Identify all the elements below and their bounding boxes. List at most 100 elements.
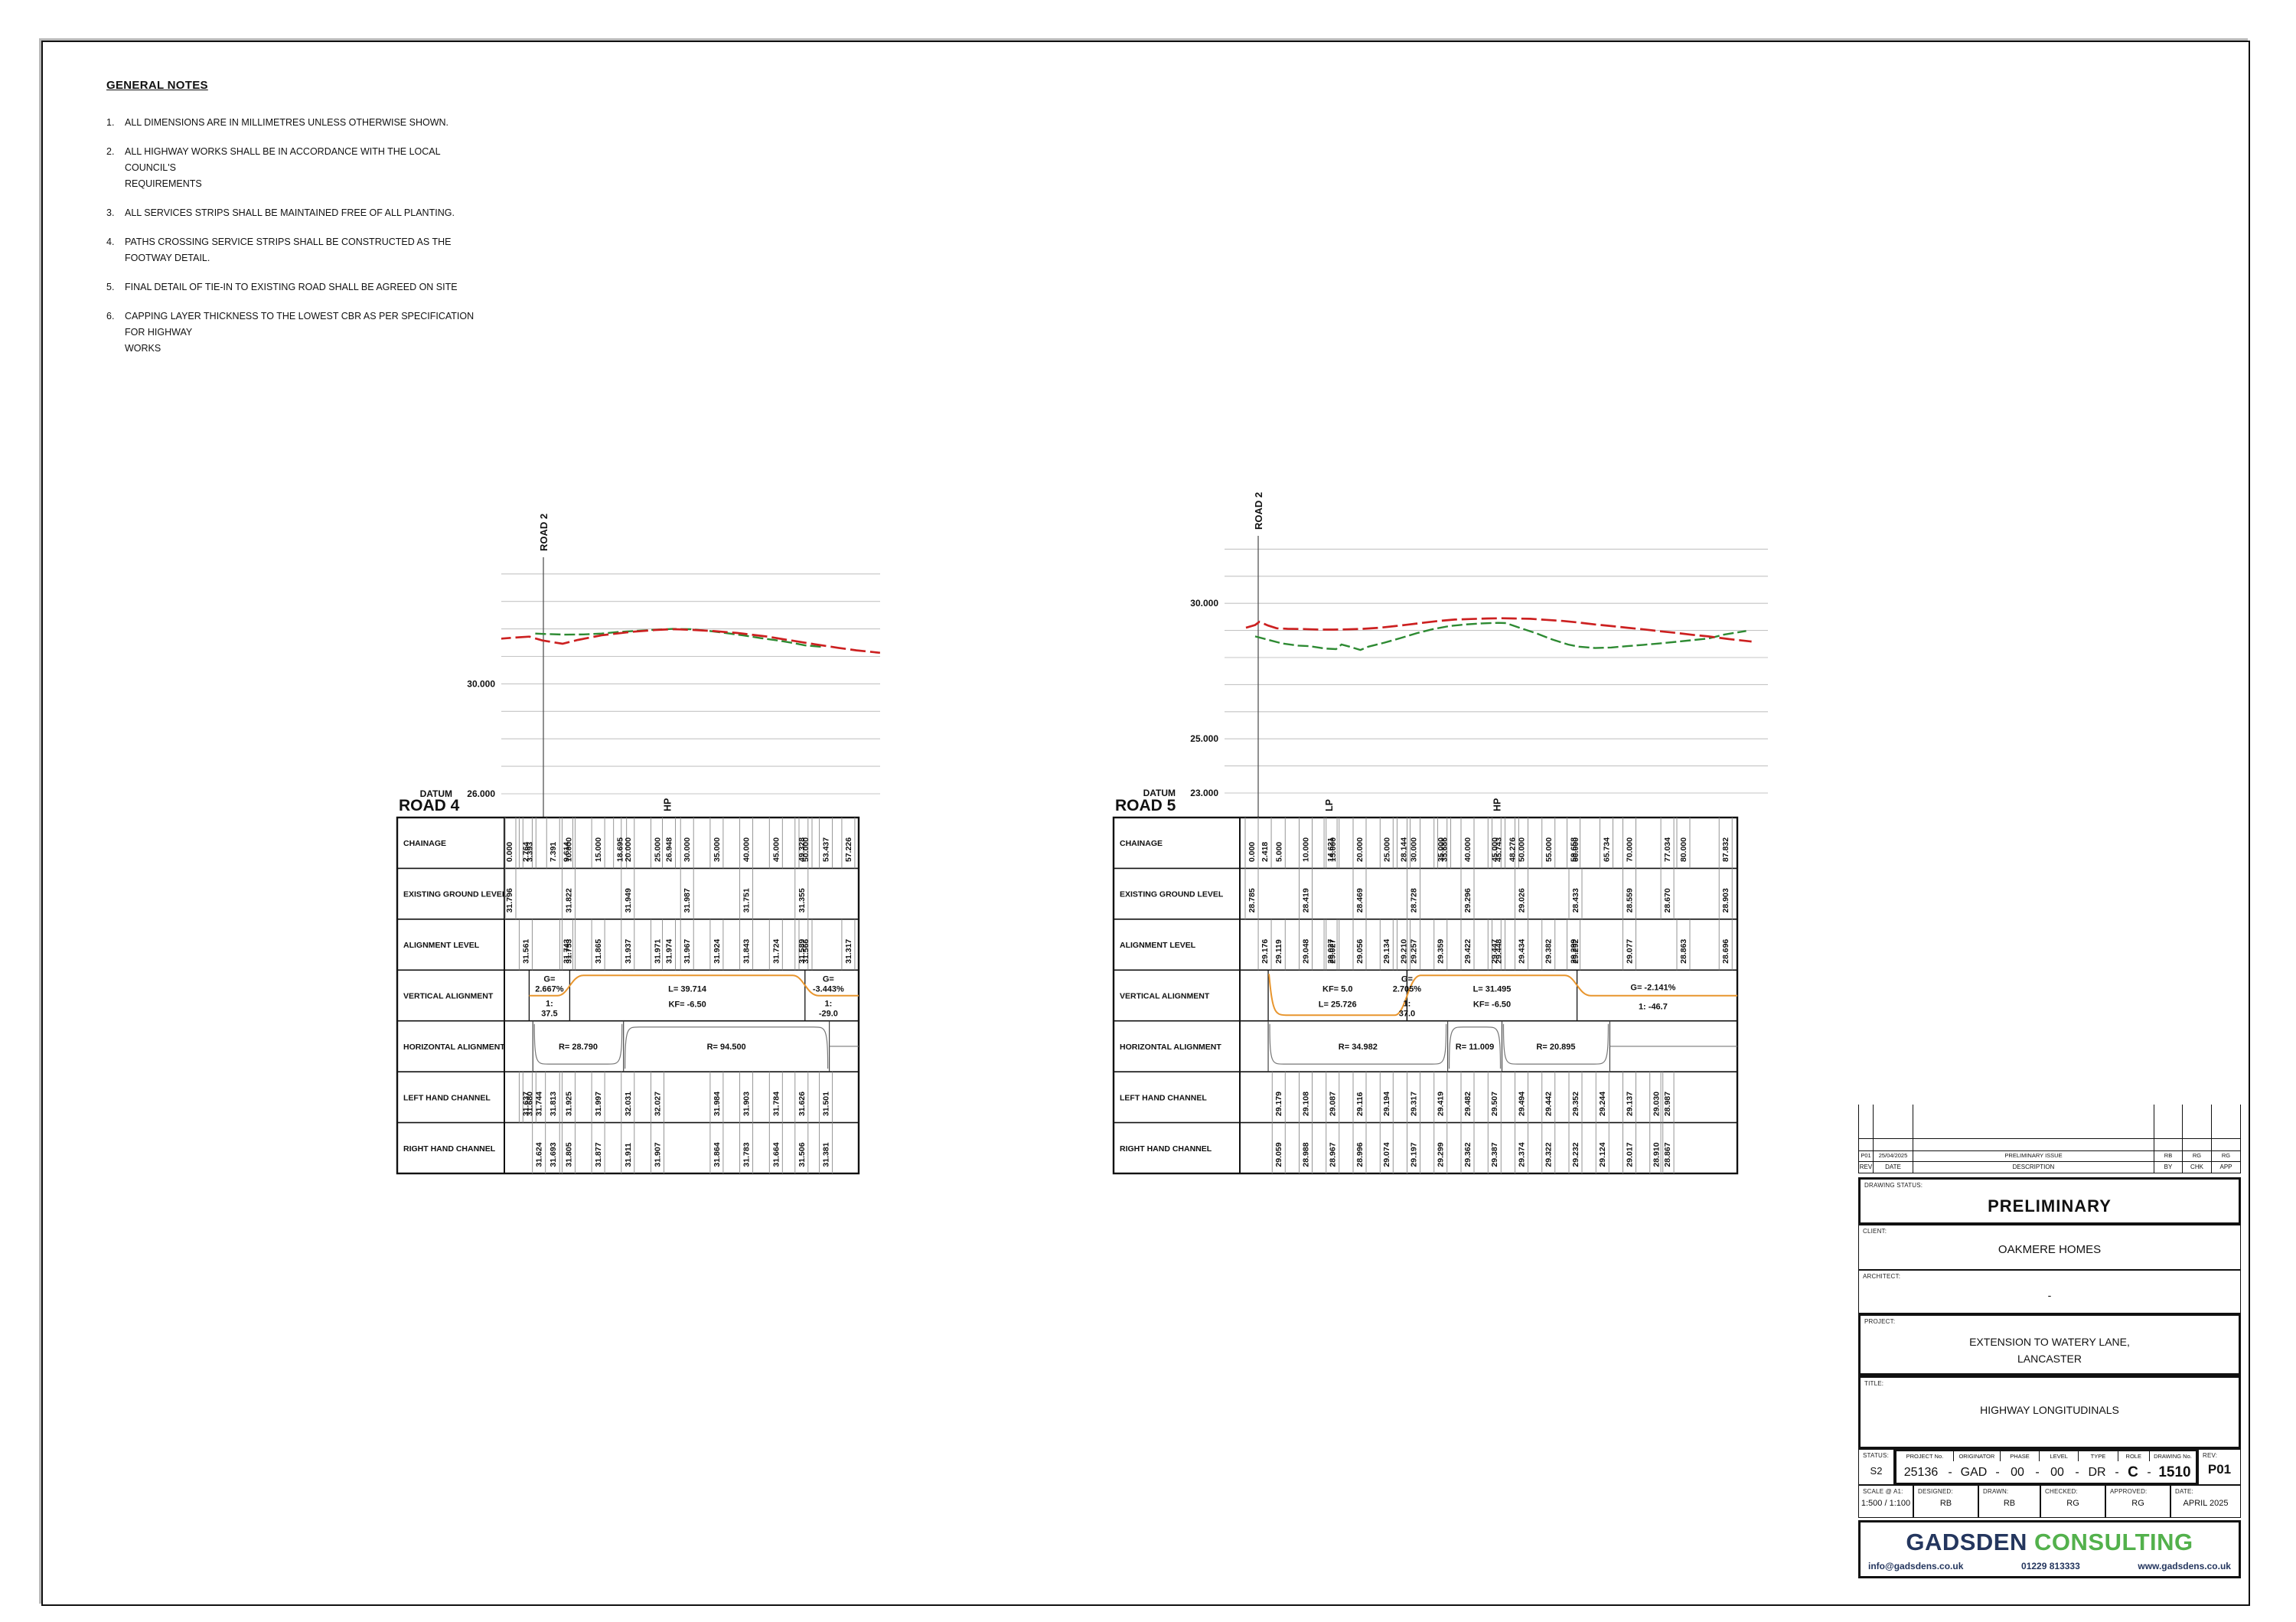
title-block: P01 25/04/2025 PRELIMINARY ISSUE RB RG RG REV D… [1858,1105,2241,1583]
svg-text:28.910: 28.910 [1652,1142,1662,1167]
svg-text:ROAD 5: ROAD 5 [1115,797,1176,814]
svg-text:EXISTING GROUND LEVEL: EXISTING GROUND LEVEL [403,890,507,899]
svg-text:ROAD 4: ROAD 4 [399,797,460,814]
note-number: 6. [106,311,115,321]
svg-text:L= 31.495: L= 31.495 [1473,984,1512,994]
svg-text:20.000: 20.000 [1355,837,1365,862]
svg-text:29.124: 29.124 [1598,1142,1607,1167]
revision-cell: RG [2212,1151,2241,1161]
svg-text:31.501: 31.501 [822,1092,831,1116]
revision-cell: RB [2154,1151,2183,1161]
svg-text:15.000: 15.000 [594,837,603,862]
svg-text:31.637: 31.637 [521,1092,530,1116]
svg-text:28.967: 28.967 [1329,1142,1338,1167]
scale-row-cell: SCALE @ A1: 1:500 / 1:100 [1858,1485,1913,1518]
svg-text:31.974: 31.974 [665,939,674,964]
svg-text:48.276: 48.276 [1508,837,1517,862]
revision-cell [2154,1105,2183,1138]
svg-text:29.027: 29.027 [1326,939,1336,964]
svg-text:31.561: 31.561 [521,939,530,964]
svg-text:29.197: 29.197 [1410,1142,1419,1167]
svg-text:VERTICAL ALIGNMENT: VERTICAL ALIGNMENT [1120,992,1210,1001]
svg-text:31.796: 31.796 [505,888,514,912]
svg-text:10.000: 10.000 [1302,837,1311,862]
project-line1: EXTENSION TO WATERY LANE, [1969,1336,2130,1348]
scale-cell-value: 1:500 / 1:100 [1861,1499,1911,1508]
number-field-separator: - [1948,1466,1952,1479]
svg-text:29.027: 29.027 [1329,939,1338,964]
svg-text:28.670: 28.670 [1663,888,1672,912]
svg-text:31.907: 31.907 [654,1142,663,1167]
svg-text:EXISTING GROUND LEVEL: EXISTING GROUND LEVEL [1120,890,1224,899]
svg-text:31.877: 31.877 [594,1142,603,1167]
scale-row-cell: APPROVED: RG [2105,1485,2170,1518]
horizontal-alignment-row: R= 28.790 R= 94.500 [532,1020,859,1072]
scale-cell-value: RG [2131,1499,2144,1508]
svg-text:31.664: 31.664 [771,1142,781,1167]
svg-text:HP: HP [1492,798,1502,811]
rev-label: REV: [2203,1452,2218,1459]
svg-text:31.693: 31.693 [549,1142,558,1167]
note-item: 4. PATHS CROSSING SERVICE STRIPS SHALL BE… [106,234,493,266]
number-field-value: C [2128,1464,2138,1480]
svg-text:31.805: 31.805 [564,1142,573,1167]
svg-text:31.949: 31.949 [624,888,633,912]
svg-text:28.987: 28.987 [1663,1092,1672,1116]
svg-text:28.867: 28.867 [1663,1142,1672,1167]
revision-cell: APP [2212,1162,2241,1173]
svg-text:1:: 1: [1404,999,1411,1008]
note-item: 2. ALL HIGHWAY WORKS SHALL BE IN ACCORDAN… [106,144,493,192]
svg-text:7.391: 7.391 [549,842,558,862]
svg-text:G=: G= [823,974,834,984]
svg-text:5.000: 5.000 [1274,842,1283,862]
scale-cell-label: DATE: [2175,1488,2193,1495]
status-box: STATUS: S2 [1858,1449,1894,1485]
svg-text:20.000: 20.000 [624,837,633,862]
revision-cell: REV [1858,1162,1874,1173]
project-label: PROJECT: [1864,1318,1896,1325]
svg-text:31.680: 31.680 [525,1092,534,1116]
svg-text:30.000: 30.000 [683,837,692,862]
svg-text:R= 11.009: R= 11.009 [1456,1043,1494,1052]
svg-text:28.988: 28.988 [1302,1142,1311,1167]
note-number: 3. [106,207,115,218]
svg-text:25.000: 25.000 [654,837,663,862]
svg-text:28.559: 28.559 [1626,888,1635,912]
note-number: 5. [106,282,115,292]
revision-cell: RG [2183,1151,2212,1161]
svg-text:37.0: 37.0 [1399,1009,1415,1018]
revision-cell: P01 [1858,1151,1874,1161]
existing-ground-line [1254,622,1746,651]
svg-text:29.359: 29.359 [1437,939,1446,964]
svg-text:30.000: 30.000 [1410,837,1419,862]
svg-text:VERTICAL ALIGNMENT: VERTICAL ALIGNMENT [403,992,494,1001]
svg-text:77.034: 77.034 [1663,837,1672,862]
svg-text:29.137: 29.137 [1626,1092,1635,1116]
profile-series [501,628,880,654]
project-box: PROJECT: EXTENSION TO WATERY LANE, LANCA… [1858,1314,2241,1376]
svg-text:31.589: 31.589 [797,939,807,964]
svg-text:DATUM: DATUM [1143,788,1176,798]
scale-cell-label: APPROVED: [2110,1488,2148,1495]
revision-cell: CHK [2183,1162,2212,1173]
number-field-value: 1510 [2158,1464,2191,1480]
svg-text:28.419: 28.419 [1302,888,1311,912]
svg-text:31.783: 31.783 [742,1142,752,1167]
svg-text:RIGHT HAND CHANNEL: RIGHT HAND CHANNEL [403,1144,496,1154]
svg-text:28.696: 28.696 [1721,939,1730,964]
svg-text:31.743: 31.743 [562,939,571,964]
svg-text:DATUM: DATUM [420,788,452,799]
note-text: ALL DIMENSIONS ARE IN MILLIMETRES UNLESS… [125,117,448,128]
svg-text:29.352: 29.352 [1571,1092,1580,1116]
note-text: ALL HIGHWAY WORKS SHALL BE IN ACCORDANCE… [125,146,441,189]
svg-text:29.482: 29.482 [1463,1092,1473,1116]
design-alignment-line [1245,617,1752,643]
svg-text:29.210: 29.210 [1399,939,1408,964]
revision-cell: PRELIMINARY ISSUE [1913,1151,2154,1161]
sheet-border [41,41,2250,1606]
svg-text:1:: 1: [824,999,832,1008]
revision-empty-row [1858,1138,2241,1150]
revision-header-row: REV DATE DESCRIPTION BY CHK APP [1858,1161,2241,1173]
